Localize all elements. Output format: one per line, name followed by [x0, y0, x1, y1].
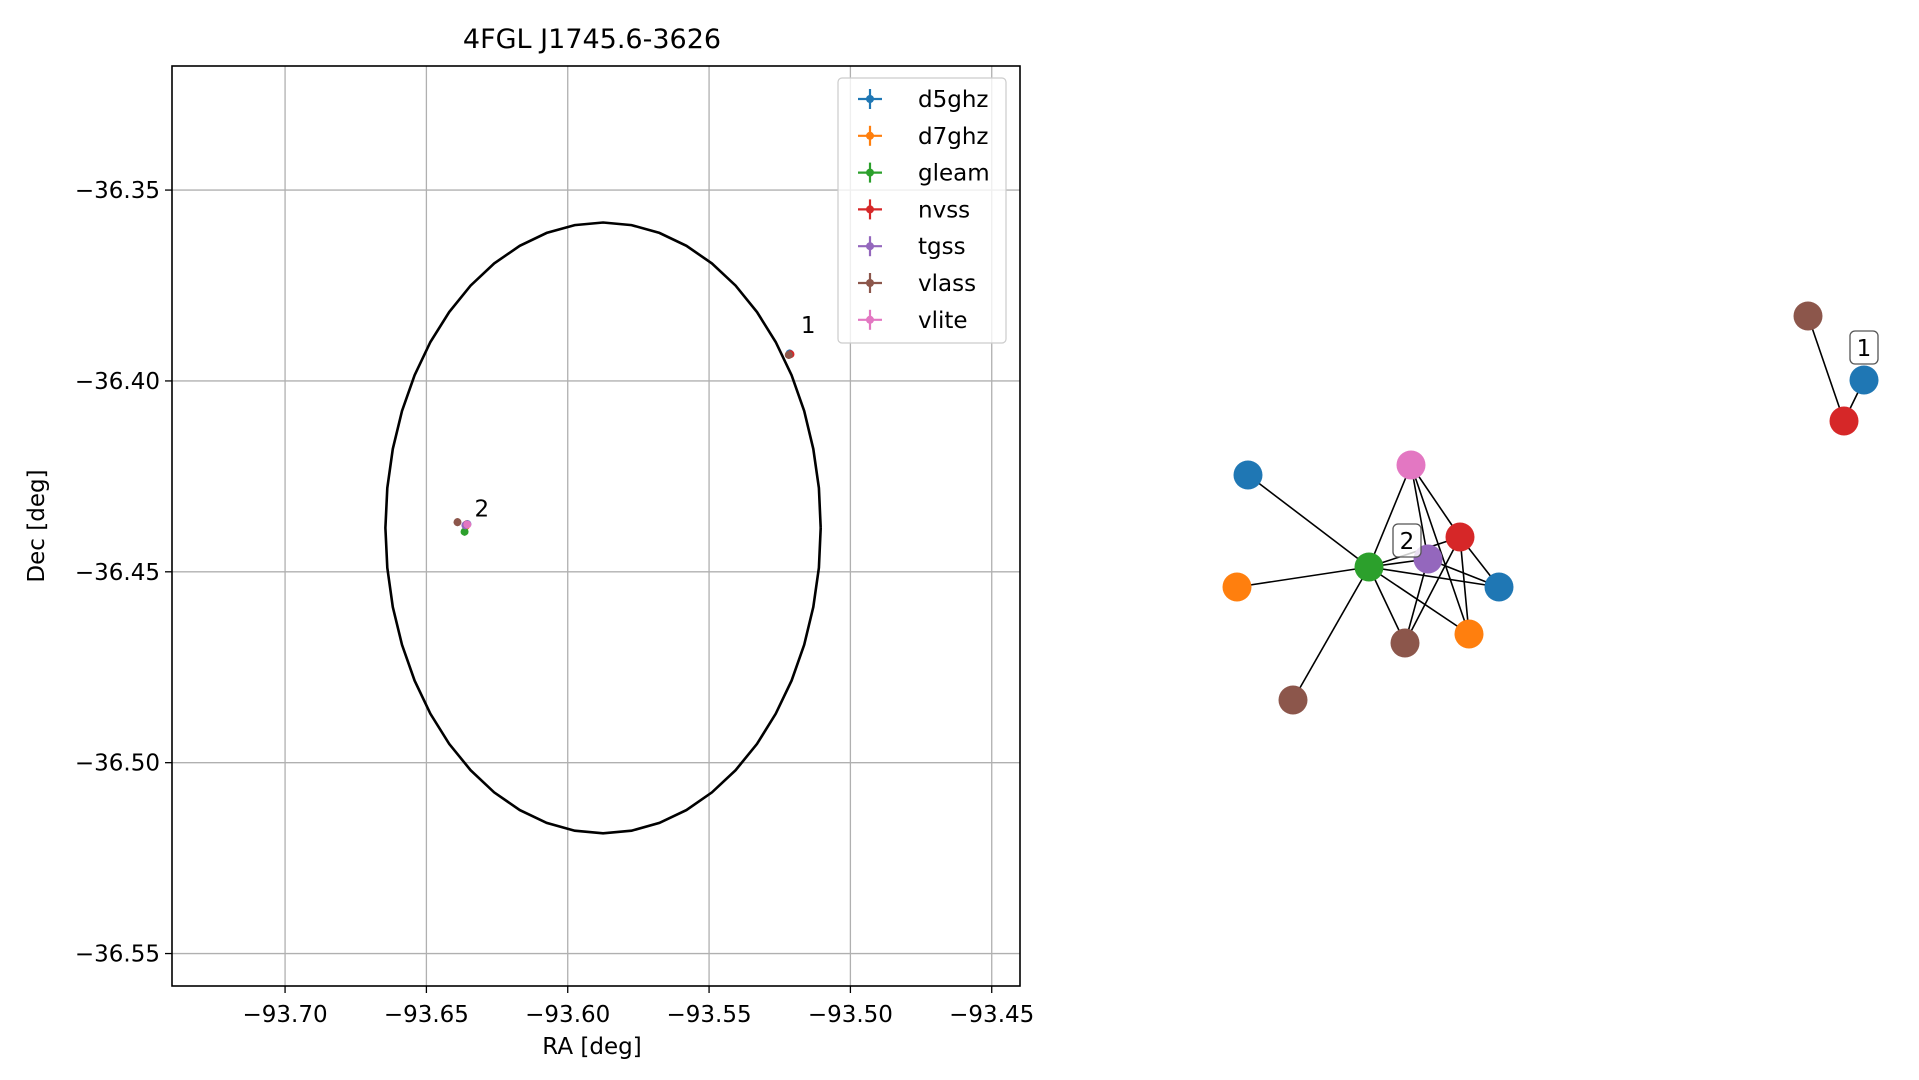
x-axis-label: RA [deg]	[542, 1034, 641, 1060]
legend-entries: d5ghz d7ghz gleam nvss tgss vlass vlite	[858, 87, 990, 334]
x-tick-label: −93.45	[949, 1002, 1034, 1028]
point-vlite	[463, 520, 472, 529]
network-node	[1849, 365, 1879, 395]
chart-title: 4FGL J1745.6-3626	[463, 24, 721, 55]
legend-label-d7ghz: d7ghz	[918, 124, 988, 150]
network-node	[1222, 572, 1252, 602]
legend-label-d5ghz: d5ghz	[918, 87, 988, 113]
x-tick-label: −93.50	[808, 1002, 893, 1028]
network-edge	[1459, 536, 1470, 635]
point-gleam	[460, 527, 469, 536]
y-tick-label: −36.50	[75, 751, 160, 777]
annotation-layer: 12	[474, 313, 815, 522]
network-node	[1396, 450, 1426, 480]
network-label: 2	[1400, 529, 1415, 555]
y-ticks: −36.35 −36.40 −36.45 −36.50 −36.55	[75, 178, 172, 968]
network-edge	[1247, 474, 1370, 568]
legend-marker-vlass	[866, 279, 874, 287]
x-tick-label: −93.70	[243, 1002, 328, 1028]
network-edge	[1410, 464, 1470, 635]
point-vlass	[784, 350, 793, 359]
network-edge	[1368, 464, 1412, 568]
ellipse-layer	[384, 221, 822, 835]
network-edge	[1292, 566, 1370, 701]
legend-marker-d7ghz	[866, 131, 874, 140]
network-node	[1445, 522, 1475, 552]
network-edge	[1368, 566, 1470, 635]
network-label-box	[1392, 523, 1422, 558]
legend: d5ghz d7ghz gleam nvss tgss vlass vlite	[837, 77, 1007, 344]
legend-label-gleam: gleam	[918, 161, 990, 187]
network-panel: 21	[1222, 301, 1879, 715]
legend-marker-nvss	[866, 205, 874, 214]
network-node	[1278, 685, 1308, 715]
network-label: 1	[1857, 336, 1872, 362]
x-ticks: −93.70 −93.65 −93.60 −93.55 −93.50 −93.45	[243, 986, 1034, 1028]
y-tick-label: −36.40	[75, 369, 160, 395]
axes-frame	[171, 65, 1021, 987]
network-node	[1390, 628, 1420, 658]
network-edge	[1410, 464, 1429, 560]
y-tick-label: −36.45	[75, 560, 160, 586]
network-edge	[1404, 536, 1461, 644]
legend-label-tgss: tgss	[918, 234, 966, 260]
x-tick-label: −93.55	[667, 1002, 752, 1028]
network-edge	[1368, 566, 1500, 588]
network-label-box	[1849, 330, 1879, 365]
network-node	[1793, 301, 1823, 331]
network-edge	[1404, 558, 1429, 644]
network-node	[1233, 460, 1263, 490]
legend-marker-tgss	[866, 242, 874, 251]
grid-layer	[172, 66, 1020, 986]
y-axis-label: Dec [deg]	[24, 469, 50, 582]
x-tick-label: −93.60	[525, 1002, 610, 1028]
network-edge	[1410, 464, 1461, 538]
annotation-label: 1	[801, 313, 816, 339]
legend-label-nvss: nvss	[918, 197, 970, 223]
localization-ellipse	[384, 221, 822, 835]
legend-box	[837, 77, 1007, 344]
annotation-label: 2	[474, 496, 489, 522]
legend-marker-d5ghz	[866, 95, 874, 103]
legend-marker-gleam	[866, 168, 874, 177]
y-tick-label: −36.35	[75, 178, 160, 204]
network-node	[1829, 406, 1859, 436]
y-tick-label: −36.55	[75, 942, 160, 968]
point-vlass	[453, 518, 462, 527]
network-node	[1354, 552, 1384, 582]
points-layer	[453, 349, 795, 536]
legend-label-vlite: vlite	[918, 308, 968, 334]
legend-marker-vlite	[866, 315, 874, 324]
node-layer	[1222, 301, 1879, 715]
network-node	[1484, 572, 1514, 602]
network-edge	[1236, 566, 1370, 588]
network-labels: 21	[1392, 330, 1879, 558]
legend-label-vlass: vlass	[918, 271, 976, 297]
network-node	[1454, 619, 1484, 649]
network-edge	[1807, 315, 1845, 422]
scatter-panel: 12 −93.70 −93.65 −93.60 −93.55 −93.50 −93.45 …	[24, 24, 1034, 1060]
x-tick-label: −93.65	[384, 1002, 469, 1028]
